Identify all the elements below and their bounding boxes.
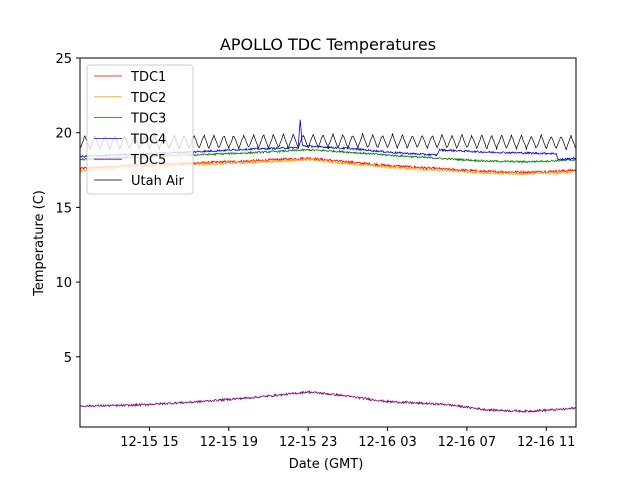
- y-tick-label: 10: [55, 276, 72, 291]
- y-tick-label: 20: [55, 127, 72, 142]
- series-line-tdc1: [80, 156, 576, 175]
- series-line-tdc3: [80, 148, 576, 164]
- series-line-tdc4: [80, 119, 576, 161]
- x-tick-label: 12-16 03: [358, 435, 416, 450]
- y-axis-label: Temperature (C): [32, 190, 47, 297]
- series-layer: [80, 119, 576, 414]
- x-axis: 12-15 15 12-15 19 12-15 23 12-16 03 12-16 07…: [120, 427, 575, 450]
- legend-frame: [86, 64, 194, 195]
- x-axis-label: Date (GMT): [289, 457, 364, 472]
- x-tick-label: 12-15 19: [200, 435, 258, 450]
- y-axis: 5 10 15 20 25: [55, 52, 80, 366]
- y-tick-label: 5: [64, 351, 72, 366]
- series-line-tdc5: [80, 389, 576, 414]
- legend-label: TDC2: [130, 91, 166, 106]
- x-tick-label: 12-15 15: [120, 435, 178, 450]
- chart-title: APOLLO TDC Temperatures: [220, 35, 436, 54]
- axes-frame: [79, 57, 577, 428]
- x-tick-label: 12-15 23: [279, 435, 337, 450]
- y-tick-label: 15: [55, 201, 72, 216]
- legend-label: TDC4: [130, 132, 166, 147]
- legend-label: TDC3: [130, 112, 166, 127]
- legend: TDC1 TDC2 TDC3 TDC4 TDC5 Utah Air: [86, 64, 194, 195]
- x-tick-label: 12-16 07: [438, 435, 496, 450]
- series-line-utah-air: [80, 132, 576, 151]
- series-line-tdc2: [80, 157, 576, 176]
- y-tick-label: 25: [55, 52, 72, 67]
- legend-label: TDC5: [130, 153, 166, 168]
- legend-label: TDC1: [130, 70, 166, 85]
- x-tick-label: 12-16 11: [517, 435, 575, 450]
- legend-label: Utah Air: [131, 174, 184, 189]
